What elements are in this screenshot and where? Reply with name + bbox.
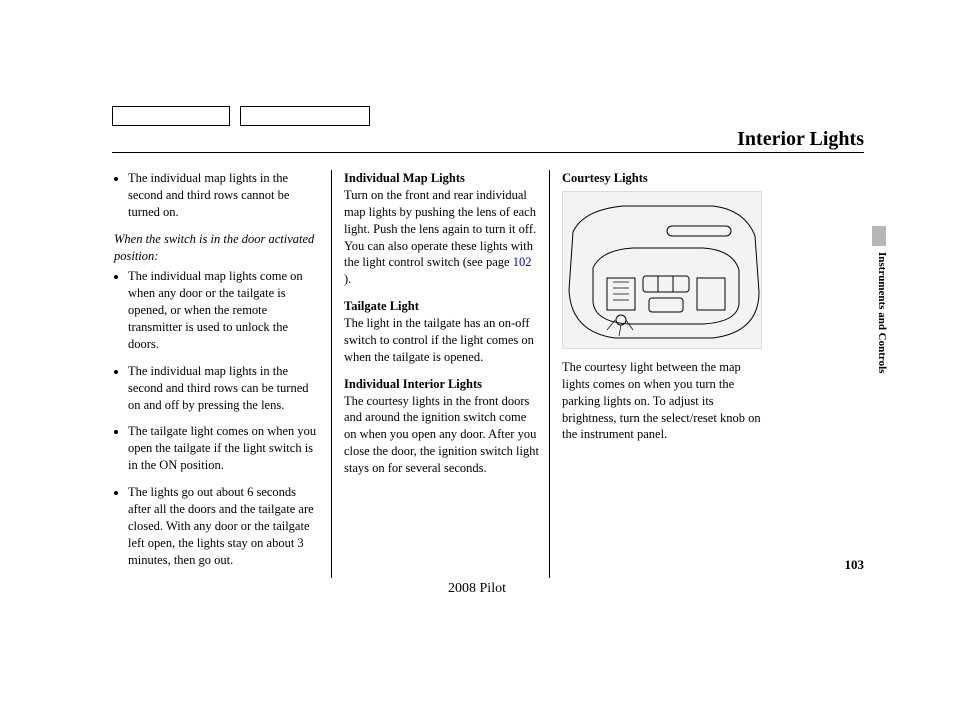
courtesy-light-figure (562, 191, 762, 349)
list-item: The individual map lights in the second … (128, 363, 321, 414)
col1-top-list: The individual map lights in the second … (114, 170, 321, 221)
section-heading: Courtesy Lights (562, 170, 770, 187)
section-individual-interior-lights: Individual Interior Lights The courtesy … (344, 376, 539, 477)
section-heading: Tailgate Light (344, 299, 419, 313)
manual-page: Interior Lights The individual map light… (0, 0, 954, 710)
section-body: The courtesy lights in the front doors a… (344, 394, 539, 476)
section-body: The light in the tailgate has an on-off … (344, 316, 534, 364)
side-section-label: Instruments and Controls (874, 252, 889, 373)
content-columns: The individual map lights in the second … (114, 170, 770, 578)
section-body-a: Turn on the front and rear individual ma… (344, 188, 536, 270)
page-header: Interior Lights (112, 126, 864, 153)
figure-caption: The courtesy light between the map light… (562, 359, 770, 443)
section-individual-map-lights: Individual Map Lights Turn on the front … (344, 170, 539, 288)
page-number: 103 (845, 556, 865, 574)
header-emptybox-b (240, 106, 370, 126)
page-title: Interior Lights (737, 128, 864, 150)
list-item: The individual map lights in the second … (128, 170, 321, 221)
section-heading: Individual Map Lights (344, 171, 465, 185)
list-item: The tailgate light comes on when you ope… (128, 423, 321, 474)
section-body-b: ). (344, 272, 351, 286)
overhead-console-icon (563, 192, 761, 348)
section-heading: Individual Interior Lights (344, 377, 482, 391)
header-rule (112, 152, 864, 153)
col1-condition-note: When the switch is in the door activated… (114, 231, 321, 265)
column-3: Courtesy Lights (550, 170, 770, 578)
page-ref-link[interactable]: 102 (513, 255, 532, 269)
section-tailgate-light: Tailgate Light The light in the tailgate… (344, 298, 539, 366)
header-emptybox-a (112, 106, 230, 126)
list-item: The individual map lights come on when a… (128, 268, 321, 352)
side-tab (872, 226, 886, 246)
list-item: The lights go out about 6 seconds after … (128, 484, 321, 568)
column-1: The individual map lights in the second … (114, 170, 332, 578)
column-2: Individual Map Lights Turn on the front … (332, 170, 550, 578)
col1-list: The individual map lights come on when a… (114, 268, 321, 568)
footer-model: 2008 Pilot (0, 580, 954, 599)
